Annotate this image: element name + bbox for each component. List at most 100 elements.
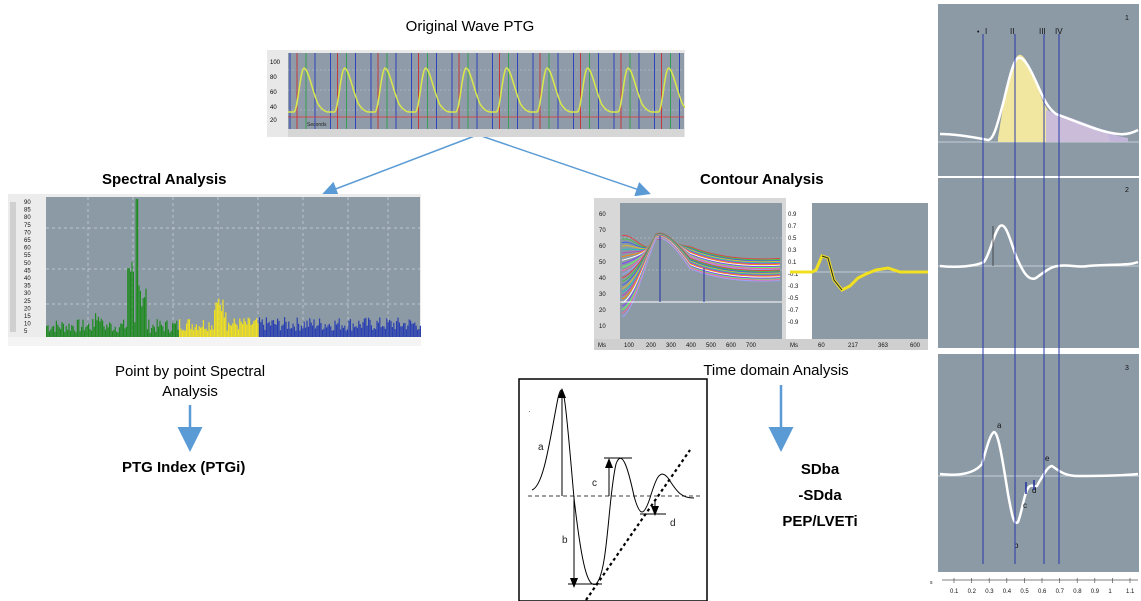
spectral-bar: [310, 322, 312, 337]
spectral-bar: [265, 317, 267, 337]
right-axis-tick: 1: [1108, 589, 1112, 595]
spectral-bar: [226, 330, 228, 337]
spectral-bar: [281, 325, 283, 337]
spectral-bar: [156, 319, 158, 337]
spectral-bar: [344, 325, 346, 337]
spectral-bar: [165, 321, 167, 337]
svg-text:217: 217: [848, 343, 859, 349]
spectral-bar: [106, 324, 108, 337]
spectral-bar: [286, 328, 288, 337]
spectral-bar: [229, 324, 231, 337]
label-a: a: [538, 442, 544, 453]
svg-text:-0.3: -0.3: [788, 284, 799, 290]
svg-text:0.3: 0.3: [788, 248, 797, 254]
spectral-bar: [202, 319, 204, 337]
spectral-bar: [342, 327, 344, 337]
spectral-bar: [134, 322, 136, 337]
spectral-bar: [207, 330, 209, 337]
spectral-bar: [116, 331, 118, 337]
spectral-bar: [197, 330, 199, 337]
spectral-bar: [194, 327, 196, 337]
contour-right-ticks: 0.9 0.7 0.5 0.3 0.1 -0.1 -0.3 -0.5 -0.7 …: [788, 212, 799, 326]
spectral-bar: [68, 323, 70, 337]
spectral-bar: [376, 320, 378, 337]
spectral-bar: [162, 326, 164, 337]
point-a: a: [997, 421, 1002, 430]
spectral-bar: [363, 318, 365, 337]
spectral-bar: [58, 327, 60, 337]
svg-text:1: 1: [1125, 15, 1129, 22]
spectral-bar: [312, 325, 314, 337]
spectral-bar: [296, 317, 298, 337]
spectral-bar: [170, 330, 172, 337]
spectral-bar: [292, 323, 294, 337]
spectral-bar: [244, 321, 246, 337]
contour-right-axis: Ms 60 217 363 600: [790, 343, 921, 349]
svg-text:•: •: [977, 29, 980, 36]
spectral-bar: [391, 327, 393, 337]
spectral-bar: [230, 325, 232, 337]
spectral-tick: 50: [24, 261, 31, 267]
spectral-bar: [107, 327, 109, 337]
spectral-bar: [373, 328, 375, 337]
spectral-bar: [155, 331, 157, 337]
spectral-bar: [289, 328, 291, 337]
svg-text:Ms: Ms: [598, 343, 606, 349]
svg-text:0.1: 0.1: [788, 260, 797, 266]
svg-text:3: 3: [1125, 365, 1129, 372]
spectral-bar: [216, 302, 218, 337]
spectral-bar: [232, 323, 234, 337]
spectral-bar: [62, 323, 64, 337]
spectral-bar: [282, 324, 284, 337]
contour-curve: [621, 237, 781, 318]
spectral-bar: [118, 327, 120, 337]
spectral-bar: [246, 324, 248, 337]
spectral-bar: [323, 328, 325, 337]
spectral-bar: [404, 323, 406, 337]
svg-text:-0.7: -0.7: [788, 308, 799, 314]
spectral-bar: [384, 328, 386, 337]
right-axis-tick: 0.6: [1038, 589, 1047, 595]
spectral-bar: [173, 323, 175, 337]
spectral-bar: [86, 325, 88, 337]
spectral-bar: [243, 318, 245, 337]
spectral-bar: [114, 326, 116, 337]
spectral-bar: [82, 319, 84, 337]
spectral-bar: [400, 326, 402, 337]
spectral-bar: [368, 317, 370, 337]
spectral-bar: [142, 298, 144, 337]
svg-text:10: 10: [599, 324, 606, 330]
spectral-bar: [75, 332, 77, 337]
spectral-bar: [411, 323, 413, 337]
svg-text:-0.9: -0.9: [788, 320, 799, 326]
spectral-bar: [179, 319, 181, 337]
spectral-bar: [187, 319, 189, 337]
spectral-bar: [146, 329, 148, 337]
spectral-bar: [109, 322, 111, 337]
spectral-bar: [340, 329, 342, 337]
spectral-bar: [382, 326, 384, 337]
spectral-bar: [132, 271, 134, 337]
spectral-bar: [397, 317, 399, 337]
spectral-bar: [328, 323, 330, 337]
svg-text:50: 50: [599, 260, 606, 266]
spectral-bar: [239, 318, 241, 337]
spectral-bar: [141, 306, 143, 337]
right-axis-tick: 0.9: [1091, 589, 1100, 595]
spectral-bar: [201, 326, 203, 337]
ptg-index-label: PTG Index (PTGi): [122, 459, 246, 476]
spectral-bar: [295, 330, 297, 337]
right-axis-tick: 1.1: [1126, 589, 1135, 595]
spectral-bar: [300, 325, 302, 337]
spectral-bar: [417, 329, 419, 337]
label-b: b: [562, 535, 568, 546]
marker-II: II: [1010, 27, 1014, 36]
spectral-bar: [67, 329, 69, 337]
spectral-bar: [181, 330, 183, 337]
spectral-bar: [222, 299, 224, 337]
spectral-bar: [398, 322, 400, 337]
spectral-bar: [177, 329, 179, 337]
spectral-bar: [330, 326, 332, 337]
spectral-bar: [352, 323, 354, 337]
